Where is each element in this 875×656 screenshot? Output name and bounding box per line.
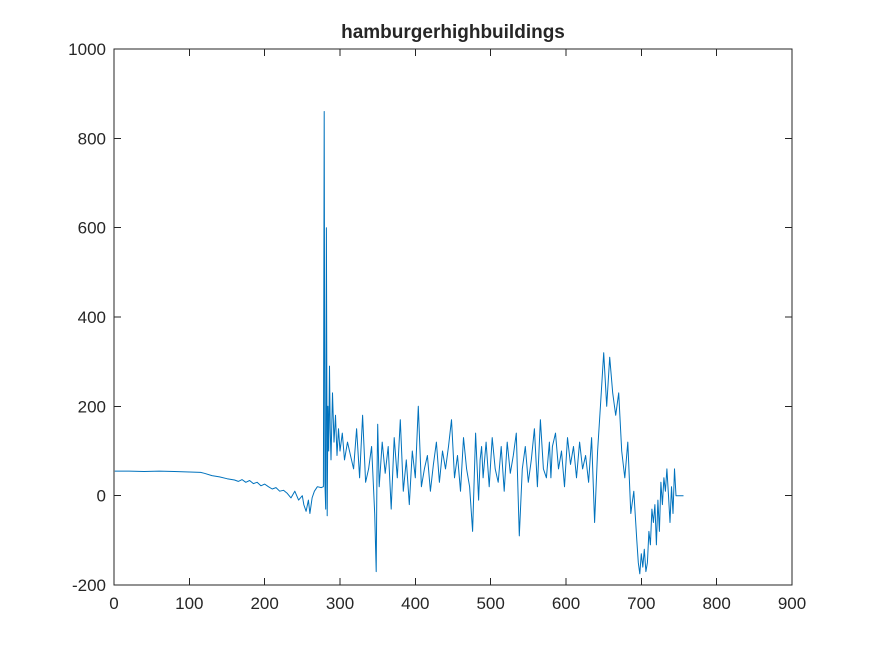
y-tick-label: -200 [72,576,106,595]
x-tick-label: 300 [326,594,354,613]
y-tick-label: 0 [97,487,106,506]
plot-axes-layer: 0 100 200 300 400 500 600 700 800 900-20002004006… [68,40,806,613]
x-tick-label: 900 [778,594,806,613]
axes-box [114,49,792,585]
chart-title: hamburgerhighbuildings [341,22,565,43]
plot-series-layer [115,112,684,574]
y-tick-label: 800 [78,129,106,148]
x-tick-label: 100 [175,594,203,613]
y-tick-label: 600 [78,219,106,238]
x-tick-label: 600 [552,594,580,613]
x-tick-label: 200 [250,594,278,613]
x-tick-label: 500 [476,594,504,613]
y-tick-label: 200 [78,397,106,416]
series-line-0 [115,112,684,574]
x-tick-label: 800 [702,594,730,613]
y-tick-label: 1000 [68,40,106,59]
y-tick-label: 400 [78,308,106,327]
x-tick-label: 400 [401,594,429,613]
x-tick-label: 0 [109,594,118,613]
x-tick-label: 700 [627,594,655,613]
